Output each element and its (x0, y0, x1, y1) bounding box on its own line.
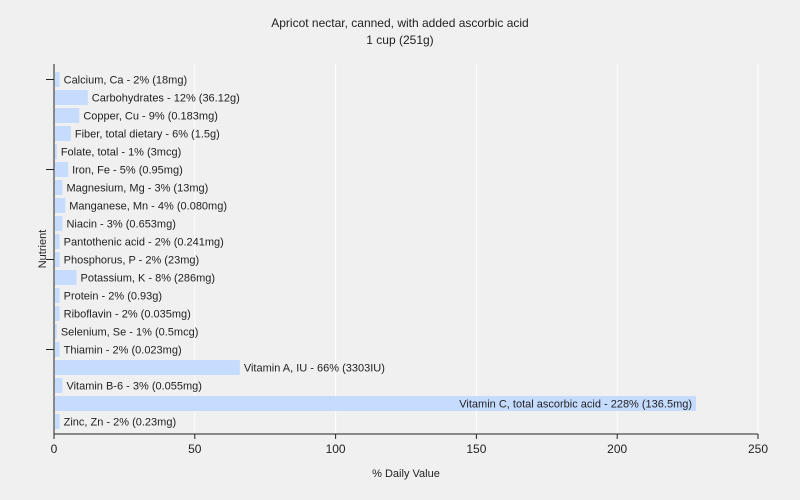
bar-label: Fiber, total dietary - 6% (1.5g) (75, 129, 220, 141)
bar-label: Vitamin B-6 - 3% (0.055mg) (66, 381, 202, 393)
bar (55, 288, 60, 303)
bar (55, 378, 63, 393)
bar-label: Selenium, Se - 1% (0.5mcg) (61, 327, 199, 339)
bar (55, 126, 71, 141)
x-axis-ticks: 0 50 100 150 200 250 (51, 434, 768, 456)
x-tick-label: 50 (188, 442, 202, 456)
bar (55, 342, 60, 357)
bar-label: Niacin - 3% (0.653mg) (66, 219, 175, 231)
bar-label: Iron, Fe - 5% (0.95mg) (72, 165, 183, 177)
bar (55, 90, 88, 105)
axes (46, 64, 758, 435)
bar-label: Manganese, Mn - 4% (0.080mg) (69, 201, 227, 213)
x-tick-label: 100 (326, 442, 346, 456)
x-tick-label: 0 (51, 442, 58, 456)
bar-label: Zinc, Zn - 2% (0.23mg) (64, 417, 176, 429)
x-axis-label: % Daily Value (372, 468, 440, 480)
bar (55, 162, 69, 177)
bar (55, 414, 60, 429)
bar (55, 360, 240, 375)
bars: Calcium, Ca - 2% (18mg) Carbohydrates - 1… (55, 72, 697, 429)
bar-label: Folate, total - 1% (3mcg) (61, 147, 181, 159)
x-tick-label: 200 (607, 442, 627, 456)
bar-label: Phosphorus, P - 2% (23mg) (64, 255, 200, 267)
x-tick-label: 150 (466, 442, 486, 456)
bar (55, 396, 697, 411)
bar-label: Carbohydrates - 12% (36.12g) (92, 93, 240, 105)
bar (55, 306, 60, 321)
bar-label: Protein - 2% (0.93g) (64, 291, 162, 303)
bar (55, 144, 57, 159)
bar (55, 216, 63, 231)
bar-label: Vitamin C, total ascorbic acid - 228% (1… (459, 399, 692, 411)
bar-label: Magnesium, Mg - 3% (13mg) (66, 183, 208, 195)
bar (55, 234, 60, 249)
bar (55, 108, 80, 123)
bar (55, 180, 63, 195)
chart-subtitle: 1 cup (251g) (366, 33, 433, 47)
bar (55, 270, 77, 285)
x-tick-label: 250 (748, 442, 768, 456)
bar-label: Potassium, K - 8% (286mg) (81, 273, 216, 285)
bar (55, 324, 57, 339)
bar (55, 198, 66, 213)
chart-title: Apricot nectar, canned, with added ascor… (271, 16, 528, 30)
bar (55, 252, 60, 267)
bar-label: Riboflavin - 2% (0.035mg) (64, 309, 191, 321)
y-axis-label: Nutrient (37, 230, 49, 269)
bar (55, 72, 60, 87)
bar-label: Thiamin - 2% (0.023mg) (64, 345, 182, 357)
bar-label: Vitamin A, IU - 66% (3303IU) (244, 363, 385, 375)
bar-label: Pantothenic acid - 2% (0.241mg) (64, 237, 224, 249)
bar-label: Calcium, Ca - 2% (18mg) (64, 75, 187, 87)
bar-label: Copper, Cu - 9% (0.183mg) (83, 111, 218, 123)
